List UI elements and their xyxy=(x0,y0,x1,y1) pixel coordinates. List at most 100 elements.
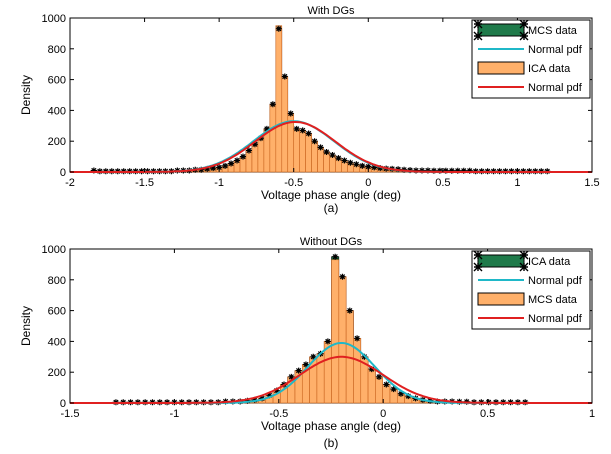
chart0-marker-mcs xyxy=(371,164,378,171)
chart0-marker-mcs xyxy=(460,167,467,174)
chart0-marker-mcs xyxy=(347,159,354,166)
chart1-xtick-label: -0.5 xyxy=(269,408,288,420)
chart0-legend-swatch-2 xyxy=(477,61,525,75)
chart0-marker-mcs xyxy=(329,152,336,159)
chart0-marker-mcs xyxy=(281,73,288,80)
chart0-marker-mcs xyxy=(222,162,229,169)
chart0-bar-ica xyxy=(311,140,318,173)
chart1-legend-marker xyxy=(473,262,483,272)
chart1-legend-label-3: Normal pdf xyxy=(528,313,583,325)
chart1-marker-ica xyxy=(273,387,280,394)
chart0-marker-mcs xyxy=(323,148,330,155)
chart0-xtick-label: -1.5 xyxy=(135,177,154,189)
chart1-ytick-label: 1000 xyxy=(42,244,66,256)
chart1-legend-swatch-0 xyxy=(477,254,525,268)
chart1-legend-swatch-2 xyxy=(477,292,525,306)
chart0-panel-label: (a) xyxy=(324,201,339,215)
chart0-ylabel: Density xyxy=(19,75,33,115)
chart0-marker-mcs xyxy=(293,125,300,132)
chart1-marker-ica xyxy=(244,397,251,404)
chart1-ytick-label: 600 xyxy=(48,306,66,318)
chart1-marker-ica xyxy=(332,253,339,260)
chart0-legend-marker xyxy=(473,19,483,29)
chart0-marker-mcs xyxy=(377,165,384,172)
chart1-bar-mcs xyxy=(338,276,347,404)
chart0-marker-mcs xyxy=(353,161,360,168)
chart1-legend-marker xyxy=(473,250,483,260)
chart1-marker-ica xyxy=(302,361,309,368)
chart0-marker-mcs xyxy=(287,110,294,117)
chart0-xtick-label: -0.5 xyxy=(284,177,303,189)
chart0-marker-mcs xyxy=(418,167,425,174)
chart0-bar-ica xyxy=(257,137,265,173)
chart0-marker-mcs xyxy=(251,141,258,148)
chart0-ytick-label: 600 xyxy=(48,75,66,87)
chart1-marker-ica xyxy=(266,392,273,399)
chart0-title: With DGs xyxy=(307,5,355,17)
chart1-ytick-label: 200 xyxy=(48,367,66,379)
chart1-legend-label-2: MCS data xyxy=(528,294,578,306)
chart1-ytick-label: 800 xyxy=(48,275,66,287)
chart1-marker-ica xyxy=(295,367,302,374)
chart0-legend-label-3: Normal pdf xyxy=(528,82,583,94)
chart0-marker-mcs xyxy=(216,164,223,171)
chart1-xtick-label: 1 xyxy=(589,408,595,420)
chart0-marker-mcs xyxy=(90,167,97,174)
chart0-bar-ica xyxy=(251,143,259,173)
chart1-marker-ica xyxy=(354,335,361,342)
chart0-marker-mcs xyxy=(317,144,324,151)
chart0-bar-ica xyxy=(305,133,312,173)
chart0-marker-mcs xyxy=(341,157,348,164)
chart0-ytick-label: 400 xyxy=(48,105,66,117)
chart0-legend-swatch-0 xyxy=(477,23,525,37)
chart1-marker-ica xyxy=(324,338,331,345)
chart1-marker-ica xyxy=(310,353,317,360)
chart1-marker-ica xyxy=(339,273,346,280)
chart0-marker-mcs xyxy=(228,160,235,167)
chart1-bar-mcs xyxy=(367,368,376,404)
chart1-marker-ica xyxy=(376,373,383,380)
chart1-legend-label-0: ICA data xyxy=(528,256,571,268)
chart0-bar-ica xyxy=(293,128,300,173)
chart0-marker-mcs xyxy=(210,165,217,172)
chart1-marker-ica xyxy=(405,393,412,400)
chart1-xtick-label: -1 xyxy=(170,408,180,420)
chart1-marker-ica xyxy=(397,390,404,397)
chart0-marker-mcs xyxy=(305,130,312,137)
chart0-marker-mcs xyxy=(240,153,247,160)
chart1-marker-ica xyxy=(259,395,266,402)
chart0-ytick-label: 800 xyxy=(48,44,66,56)
chart0-xtick-label: -2 xyxy=(65,177,75,189)
chart0-marker-mcs xyxy=(234,157,241,164)
chart0-xtick-label: 0 xyxy=(365,177,371,189)
chart1-legend-marker xyxy=(519,250,529,260)
chart0-marker-mcs xyxy=(269,101,276,108)
chart0-bar-ica xyxy=(317,147,324,173)
chart0-marker-mcs xyxy=(299,127,306,134)
chart0-marker-mcs xyxy=(359,162,366,169)
chart1-ylabel: Density xyxy=(19,306,33,346)
chart0-xtick-label: 1.5 xyxy=(584,177,599,189)
chart0-marker-mcs xyxy=(448,167,455,174)
chart0-marker-mcs xyxy=(442,167,449,174)
chart1-normal-pdf-curve-1 xyxy=(70,355,592,404)
chart0-legend-marker xyxy=(473,31,483,41)
chart0-marker-mcs xyxy=(454,167,461,174)
chart0-marker-mcs xyxy=(365,163,372,170)
chart1-xtick-label: -1.5 xyxy=(61,408,80,420)
chart0-marker-mcs xyxy=(198,166,205,173)
chart1-marker-ica xyxy=(383,381,390,388)
chart1-bar-mcs xyxy=(375,376,383,404)
chart0-ytick-label: 1000 xyxy=(42,13,66,25)
chart0-legend-label-0: MCS data xyxy=(528,25,578,37)
chart0-normal-pdf-curve-1 xyxy=(70,121,592,173)
chart0-legend-label-1: Normal pdf xyxy=(528,44,583,56)
chart1-ytick-label: 0 xyxy=(60,398,66,410)
chart1-title: Without DGs xyxy=(300,236,363,248)
chart0-marker-mcs xyxy=(436,167,443,174)
chart0-bar-ica xyxy=(275,25,283,173)
chart0-marker-mcs xyxy=(263,125,270,132)
chart1-legend-marker xyxy=(519,262,529,272)
chart0-bar-ica xyxy=(323,151,330,173)
